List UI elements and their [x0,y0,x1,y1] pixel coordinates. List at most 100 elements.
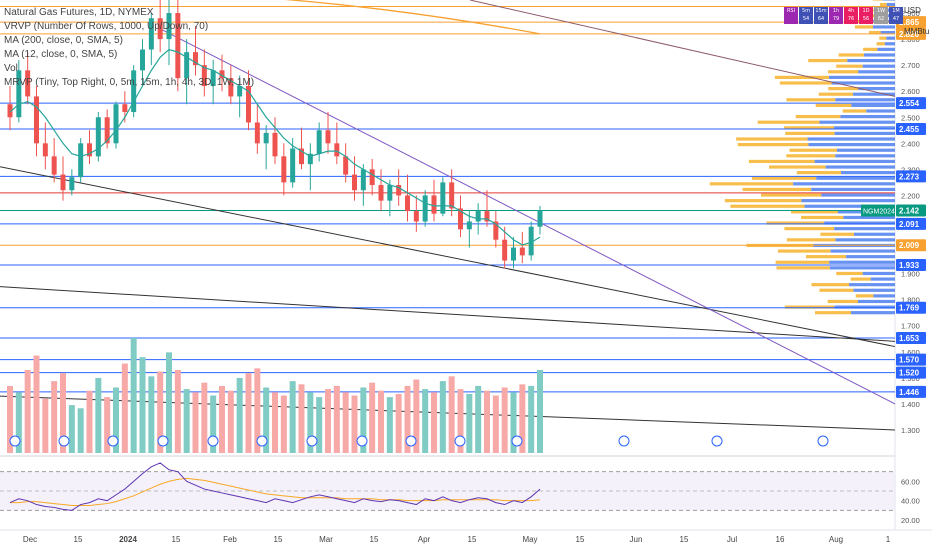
candle-body [246,85,251,123]
profile-bar-down [884,42,895,46]
candle-body [502,239,508,261]
legend-vol[interactable]: Vol [4,63,18,74]
profile-bar-down [851,103,895,108]
candle-body [299,148,304,165]
candle-body [519,247,525,256]
volume-bar [130,338,137,453]
volume-bar [210,395,217,453]
profile-bar-down [825,165,895,169]
candle-body [458,208,463,230]
profile-bar-down [840,115,895,119]
profile-bar-down [831,81,895,85]
candle-body [405,195,410,212]
profile-bar-down [853,92,895,96]
unit-label[interactable]: MMBtu [904,27,930,36]
profile-bar-up [827,299,858,304]
candle-body [511,247,516,261]
rsi-tick-label: 40.00 [901,497,920,506]
price-tick-label: 2.700 [901,61,920,70]
candle-body [69,177,75,191]
price-tag-label: 2.820 [899,30,920,39]
volume-bar [466,393,473,453]
candle-body [263,132,269,144]
candle-body [228,78,234,97]
profile-bar-up [855,294,874,298]
price-tag-label: 2.009 [899,241,920,250]
profile-bar-down [873,294,895,298]
price-tick-label: 1.900 [901,270,920,279]
profile-bar-up [774,75,829,79]
price-tag [896,353,926,366]
profile-bar-down [870,277,895,281]
candle-body [254,122,260,144]
rsi-line [9,462,541,511]
candle-body [334,143,340,157]
price-tag [896,385,926,398]
candle-body [316,130,322,154]
candle-body [60,174,66,191]
event-marker-icon [618,435,630,447]
candle-body [360,169,366,191]
volume-bar [113,387,119,453]
candle-body [95,117,101,157]
mrvp-badges: RSI 5m 54 15m 64 1h 79 4h 76 1D 56 1W 62… [784,7,903,24]
price-tag [896,366,926,379]
profile-bar-up [876,42,885,46]
profile-bar-up [789,148,837,152]
profile-bar-down [846,255,895,259]
candle-body [237,85,243,97]
profile-bar-down [834,227,895,231]
candle-body [157,18,163,40]
profile-bar-down [808,143,895,147]
profile-bar-up [730,204,805,208]
rsi-tick-label: 60.00 [901,477,920,486]
volume-bar [201,382,208,453]
profile-bar-up [709,182,794,186]
candle-body [16,70,22,118]
price-tag [896,170,926,183]
trendline-maroon [469,0,896,97]
candle-body [325,130,331,144]
volume-bar [351,395,358,453]
candle-body [484,211,490,222]
profile-bar-down [804,204,895,208]
currency-label[interactable]: USD [904,6,921,15]
candle-body [343,156,349,175]
price-tick-label: 1.300 [901,426,920,435]
time-tick-label: 15 [172,535,181,544]
price-tick-label: 2.300 [901,165,920,174]
legend-title[interactable]: Natural Gas Futures, 1D, NYMEX [4,7,154,18]
profile-bar-down [847,58,895,63]
candle-body [113,104,119,144]
legend: Natural Gas Futures, 1D, NYMEX VRVP (Num… [4,6,254,90]
event-marker-icon [256,435,268,447]
volume-bar [413,379,420,453]
volume-bar [431,392,437,453]
event-marker-icon [511,435,523,447]
profile-bar-down [853,288,895,292]
price-tag [896,27,926,40]
candle-body [148,18,154,50]
event-marker-icon [157,435,169,447]
price-tick-label: 1.800 [901,296,920,305]
legend-mrvp[interactable]: MRVP (Tiny, Top Right, 0, 5m, 15m, 1h, 4… [4,77,255,88]
profile-bar-down [866,109,895,113]
candle-body [537,210,543,227]
profile-bar-up [854,25,873,29]
profile-bar-down [880,30,895,35]
volume-bar [475,385,482,453]
legend-ma12[interactable]: MA (12, close, 0, SMA, 5) [4,49,118,60]
time-tick-label: May [522,535,537,544]
candle-body [272,132,278,157]
legend-ma200[interactable]: MA (200, close, 0, SMA, 5) [4,35,123,46]
profile-bar-up [836,271,863,276]
legend-vrvp[interactable]: VRVP (Number Of Rows, 1000, Up/Down, 70) [4,21,209,32]
volume-bar [236,377,243,453]
price-tag-label: 2.273 [899,172,920,181]
volume-bar [272,392,278,453]
profile-bar-down [834,126,895,130]
candle-body [290,148,296,183]
time-tick-label: Dec [23,535,37,544]
price-tag-label: 1.769 [899,304,920,313]
